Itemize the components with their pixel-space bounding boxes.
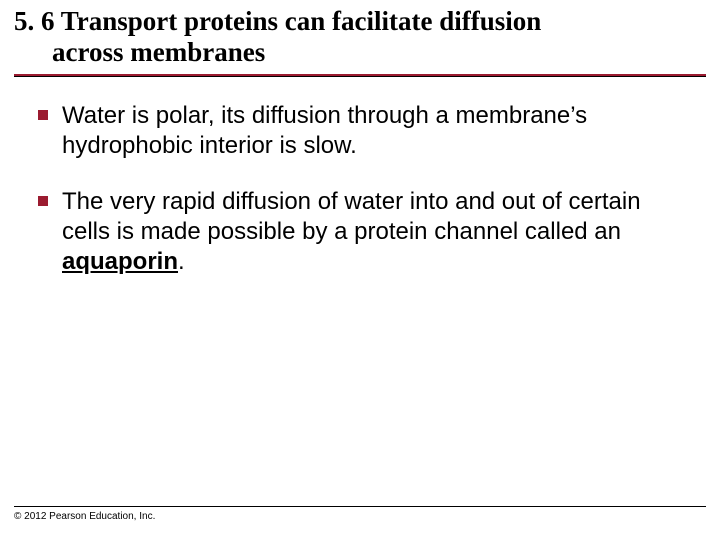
bullet-text: The very rapid diffusion of water into a… [62, 187, 682, 277]
title-block: 5. 6 Transport proteins can facilitate d… [0, 0, 720, 68]
content-area: Water is polar, its diffusion through a … [0, 77, 720, 277]
square-bullet-icon [38, 196, 48, 206]
title-line-1: 5. 6 Transport proteins can facilitate d… [14, 6, 541, 36]
copyright-text: © 2012 Pearson Education, Inc. [14, 511, 706, 522]
square-bullet-icon [38, 110, 48, 120]
list-item: Water is polar, its diffusion through a … [38, 101, 682, 161]
slide: 5. 6 Transport proteins can facilitate d… [0, 0, 720, 540]
bullet-text-after: . [178, 248, 185, 275]
footer: © 2012 Pearson Education, Inc. [14, 506, 706, 522]
bullet-text: Water is polar, its diffusion through a … [62, 101, 682, 161]
list-item: The very rapid diffusion of water into a… [38, 187, 682, 277]
slide-title: 5. 6 Transport proteins can facilitate d… [14, 6, 706, 68]
footer-rule [14, 506, 706, 507]
emphasis-term: aquaporin [62, 248, 178, 275]
title-line-2: across membranes [14, 37, 706, 68]
bullet-text-before: The very rapid diffusion of water into a… [62, 188, 641, 245]
